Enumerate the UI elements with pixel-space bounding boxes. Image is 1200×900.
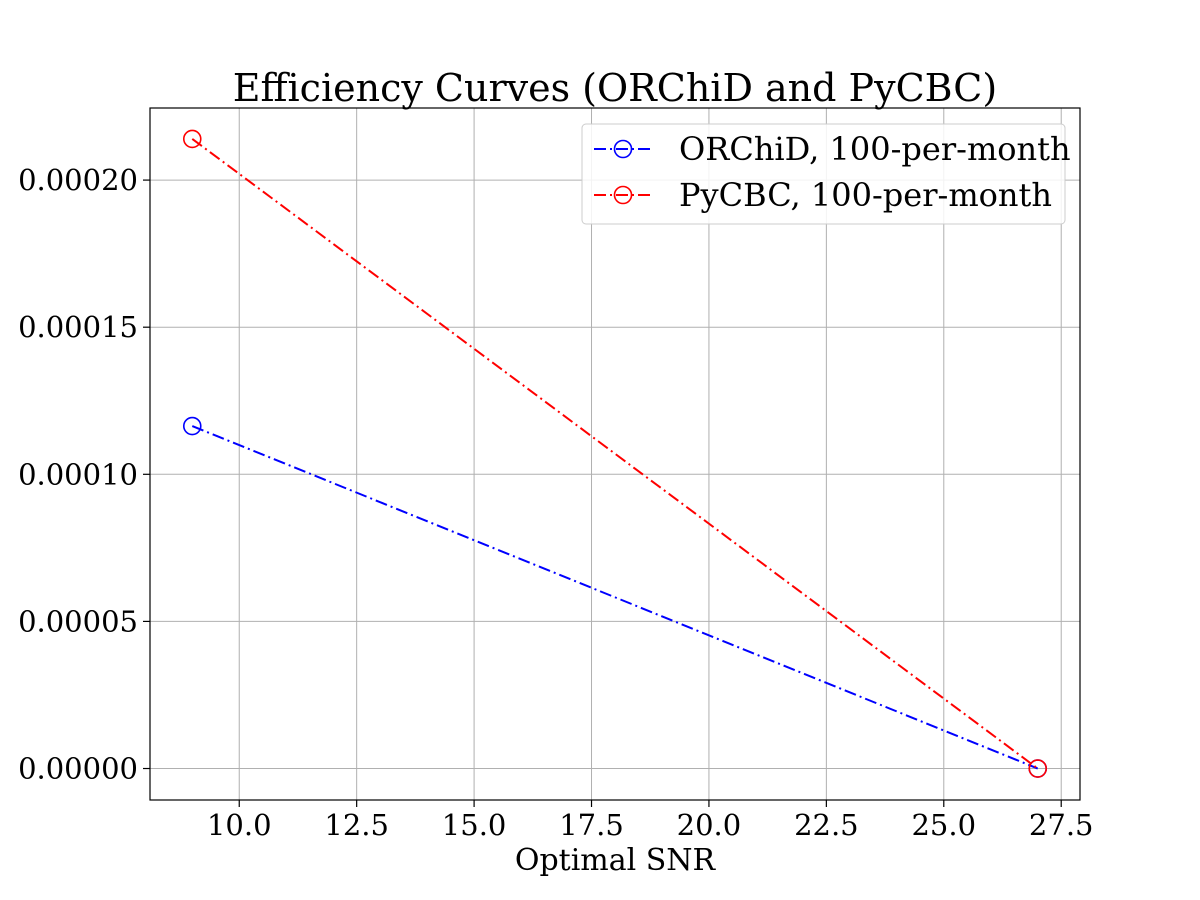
x-axis-label: Optimal SNR — [515, 843, 717, 878]
y-tick-label: 0.00000 — [18, 752, 138, 786]
legend-marker — [613, 139, 633, 159]
y-tick-label: 0.00010 — [18, 457, 138, 491]
y-tick-label: 0.00015 — [18, 310, 138, 344]
series-line — [191, 425, 1039, 770]
x-tick-label: 25.0 — [911, 808, 976, 842]
data-point — [182, 129, 202, 149]
x-tick-label: 22.5 — [794, 808, 859, 842]
legend-entry: ORChiD, 100-per-month — [594, 130, 1071, 168]
x-tick-label: 17.5 — [559, 808, 624, 842]
legend-box — [581, 123, 1066, 225]
legend-label: PyCBC, 100-per-month — [679, 176, 1052, 214]
data-point — [1028, 759, 1048, 778]
data-point — [182, 416, 202, 436]
x-tick-label: 10.0 — [207, 808, 272, 842]
x-tick-label: 27.5 — [1029, 808, 1094, 842]
legend-entry: PyCBC, 100-per-month — [594, 176, 1052, 214]
chart-title: Efficiency Curves (ORChiD and PyCBC) — [233, 66, 997, 110]
y-axis: 0.00000 0.00005 0.00010 0.00015 0.00020 — [18, 163, 150, 786]
y-tick-label: 0.00005 — [18, 604, 138, 638]
y-tick-label: 0.00020 — [18, 163, 138, 197]
x-tick-label: 15.0 — [442, 808, 507, 842]
series-layer — [182, 129, 1048, 778]
legend-label: ORChiD, 100-per-month — [679, 130, 1071, 168]
legend-marker — [613, 185, 633, 205]
legend: ORChiD, 100-per-month PyCBC, 100-per-mont… — [581, 123, 1071, 225]
series-2 — [182, 129, 1048, 778]
axes-frame — [149, 107, 1081, 801]
x-tick-label: 20.0 — [677, 808, 742, 842]
x-tick-label: 12.5 — [324, 808, 389, 842]
x-axis: 10.0 12.5 15.0 17.5 20.0 22.5 25.0 27.5 — [207, 800, 1094, 842]
